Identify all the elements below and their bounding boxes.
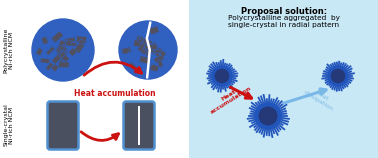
Bar bbox=[137, 38, 143, 44]
Bar bbox=[155, 49, 162, 54]
Bar bbox=[128, 62, 138, 71]
Text: Single-crystal
Ni-rich NCM: Single-crystal Ni-rich NCM bbox=[4, 104, 14, 146]
Bar bbox=[59, 62, 69, 68]
Bar bbox=[74, 41, 85, 54]
Bar bbox=[76, 36, 87, 43]
Bar bbox=[58, 45, 65, 51]
Bar bbox=[59, 51, 66, 58]
Circle shape bbox=[215, 69, 229, 83]
Bar bbox=[135, 35, 147, 45]
Bar bbox=[60, 46, 68, 55]
FancyBboxPatch shape bbox=[124, 101, 155, 149]
Bar bbox=[51, 53, 62, 64]
Bar bbox=[41, 36, 49, 45]
Bar bbox=[149, 44, 158, 50]
Bar bbox=[147, 44, 156, 53]
Bar bbox=[36, 48, 43, 56]
Circle shape bbox=[119, 21, 177, 79]
Bar bbox=[141, 48, 149, 55]
Bar bbox=[60, 52, 70, 62]
Bar bbox=[121, 47, 132, 54]
Bar bbox=[56, 46, 64, 52]
Bar bbox=[156, 47, 167, 57]
Bar bbox=[150, 64, 159, 72]
Circle shape bbox=[259, 107, 277, 125]
Bar bbox=[55, 50, 64, 60]
Bar bbox=[58, 51, 65, 57]
Bar bbox=[68, 48, 77, 57]
Bar bbox=[66, 40, 73, 46]
Bar bbox=[147, 42, 153, 51]
Circle shape bbox=[332, 69, 345, 83]
Bar bbox=[157, 60, 163, 68]
Bar bbox=[51, 34, 60, 43]
Bar bbox=[153, 55, 164, 63]
Circle shape bbox=[212, 66, 232, 86]
Bar bbox=[79, 39, 85, 45]
Bar bbox=[154, 50, 162, 60]
Bar bbox=[59, 44, 67, 52]
Bar bbox=[189, 0, 378, 158]
Bar bbox=[133, 40, 143, 47]
Bar bbox=[122, 48, 129, 54]
Circle shape bbox=[255, 103, 281, 129]
Bar bbox=[146, 47, 153, 54]
FancyBboxPatch shape bbox=[48, 101, 79, 149]
Bar bbox=[46, 46, 55, 55]
Bar bbox=[58, 45, 68, 55]
Circle shape bbox=[328, 66, 348, 86]
Text: Polycrystalline aggregated  by
single-crystal in radial pattern: Polycrystalline aggregated by single-cry… bbox=[228, 15, 340, 28]
Bar bbox=[143, 40, 153, 46]
Bar bbox=[65, 37, 76, 44]
Text: Heat
accumulation: Heat accumulation bbox=[207, 81, 253, 115]
Bar bbox=[51, 64, 59, 72]
Bar bbox=[45, 62, 54, 71]
Bar bbox=[71, 43, 76, 46]
Bar bbox=[51, 31, 64, 43]
Bar bbox=[145, 49, 153, 55]
Bar bbox=[144, 45, 152, 55]
Bar bbox=[149, 26, 159, 35]
Bar bbox=[139, 56, 151, 65]
Bar bbox=[150, 42, 160, 54]
Text: Proposal solution:: Proposal solution: bbox=[241, 7, 327, 16]
Bar bbox=[138, 43, 146, 52]
Bar bbox=[58, 52, 68, 62]
Bar bbox=[58, 60, 64, 67]
Bar bbox=[139, 36, 144, 43]
Bar bbox=[40, 58, 50, 64]
Bar bbox=[59, 59, 68, 67]
Bar bbox=[56, 45, 65, 53]
Circle shape bbox=[32, 19, 94, 81]
Bar bbox=[57, 40, 67, 50]
Text: Heat accumulation: Heat accumulation bbox=[74, 89, 156, 98]
Bar bbox=[145, 52, 150, 57]
Text: Polycrystalline
Ni-rich NCM: Polycrystalline Ni-rich NCM bbox=[4, 27, 14, 73]
Text: Heat
dissipation: Heat dissipation bbox=[303, 84, 337, 112]
Bar bbox=[55, 46, 65, 54]
